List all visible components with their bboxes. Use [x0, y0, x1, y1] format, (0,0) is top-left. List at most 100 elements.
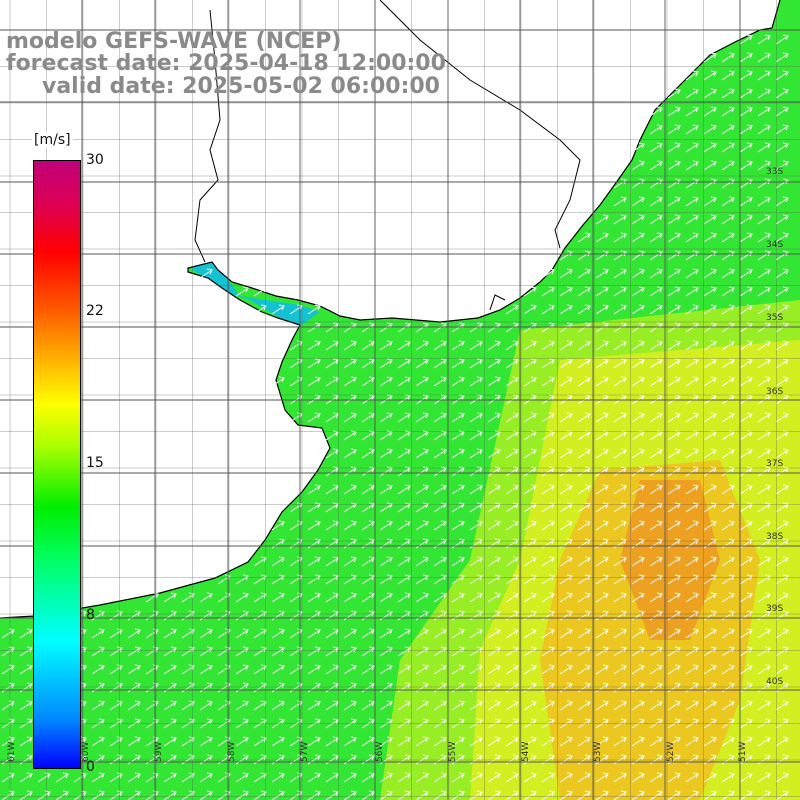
wind-arrow — [271, 592, 285, 603]
wind-arrow — [595, 538, 609, 549]
wind-arrow — [505, 376, 519, 387]
wind-arrow — [487, 376, 501, 387]
wind-arrow — [559, 790, 573, 800]
wind-arrow — [523, 304, 537, 315]
wind-arrow — [379, 790, 393, 800]
wind-arrow — [523, 340, 537, 351]
wind-arrow — [469, 502, 483, 513]
wind-arrow — [109, 772, 123, 783]
model-title: modelo GEFS-WAVE (NCEP) — [6, 29, 342, 54]
wind-arrow — [667, 214, 681, 225]
wind-arrow — [595, 682, 609, 693]
wind-arrow — [469, 700, 483, 711]
wind-arrow — [739, 376, 753, 387]
wind-arrow — [559, 358, 573, 369]
wind-arrow — [649, 628, 663, 639]
wind-arrow — [505, 502, 519, 513]
colorbar-tick-8: 8 — [86, 607, 95, 623]
wind-arrow — [469, 718, 483, 729]
wind-arrow — [163, 772, 177, 783]
wind-arrow — [271, 700, 285, 711]
border-line-2 — [379, 0, 581, 249]
wind-arrow — [271, 520, 285, 531]
wind-arrow — [559, 664, 573, 675]
wind-arrow — [433, 628, 447, 639]
wind-arrow — [361, 718, 375, 729]
wind-arrow — [109, 682, 123, 693]
wind-arrow — [541, 592, 555, 603]
lon-label: 60W — [81, 742, 91, 762]
wind-arrow — [379, 412, 393, 423]
wind-arrow — [631, 340, 645, 351]
wind-arrow — [721, 538, 735, 549]
wind-arrow — [361, 520, 375, 531]
wind-arrow — [433, 538, 447, 549]
wind-arrow — [415, 502, 429, 513]
wind-arrow — [649, 268, 663, 279]
wind-arrow — [73, 790, 87, 800]
wind-arrow — [397, 592, 411, 603]
wind-arrow — [631, 196, 645, 207]
wind-arrow — [523, 700, 537, 711]
wind-arrow — [271, 664, 285, 675]
lat-label: 39S — [766, 604, 783, 614]
wind-arrow — [667, 106, 681, 117]
wind-arrow — [667, 682, 681, 693]
wind-arrow — [361, 502, 375, 513]
wind-arrow — [685, 214, 699, 225]
wind-arrow — [307, 790, 321, 800]
wind-arrow — [703, 610, 717, 621]
wind-arrow — [739, 124, 753, 135]
wind-arrow — [703, 214, 717, 225]
wind-arrow — [127, 610, 141, 621]
wind-arrow — [1, 700, 15, 711]
wind-arrow — [397, 376, 411, 387]
wind-arrow — [307, 538, 321, 549]
wind-arrow — [631, 304, 645, 315]
wind-arrow — [721, 610, 735, 621]
wind-arrow — [559, 682, 573, 693]
wind-arrow — [343, 736, 357, 747]
wind-arrow — [613, 610, 627, 621]
wind-arrow — [577, 700, 591, 711]
wind-arrow — [541, 520, 555, 531]
wind-arrow — [451, 772, 465, 783]
wind-arrow — [505, 682, 519, 693]
wind-arrow — [685, 718, 699, 729]
wind-arrow — [451, 628, 465, 639]
wind-arrow — [307, 700, 321, 711]
wind-arrow — [559, 340, 573, 351]
wind-arrow — [415, 556, 429, 567]
wind-arrow — [775, 556, 789, 567]
wind-arrow — [109, 610, 123, 621]
colorbar-tick-0: 0 — [86, 759, 95, 775]
wind-arrow — [721, 52, 735, 63]
wind-arrow — [307, 682, 321, 693]
wind-arrow — [757, 610, 771, 621]
wind-arrow — [613, 232, 627, 243]
wind-arrow — [487, 520, 501, 531]
wind-arrow — [757, 484, 771, 495]
wind-arrow — [199, 664, 213, 675]
lon-label: 55W — [448, 742, 458, 762]
wind-arrow — [271, 682, 285, 693]
wind-arrow — [325, 610, 339, 621]
wind-arrow — [523, 358, 537, 369]
wind-arrow — [631, 736, 645, 747]
wind-arrow — [577, 628, 591, 639]
wind-arrow — [559, 538, 573, 549]
wind-arrow — [577, 772, 591, 783]
wind-arrow — [91, 700, 105, 711]
wind-arrow — [541, 628, 555, 639]
wind-arrow — [595, 268, 609, 279]
wind-arrow — [433, 412, 447, 423]
wind-arrow — [667, 502, 681, 513]
wind-arrow — [721, 214, 735, 225]
wind-arrow — [433, 700, 447, 711]
wind-arrow — [721, 376, 735, 387]
wind-arrow — [379, 700, 393, 711]
wind-arrow — [631, 592, 645, 603]
wind-arrow — [271, 790, 285, 800]
wind-arrow — [19, 628, 33, 639]
wind-arrow — [685, 250, 699, 261]
